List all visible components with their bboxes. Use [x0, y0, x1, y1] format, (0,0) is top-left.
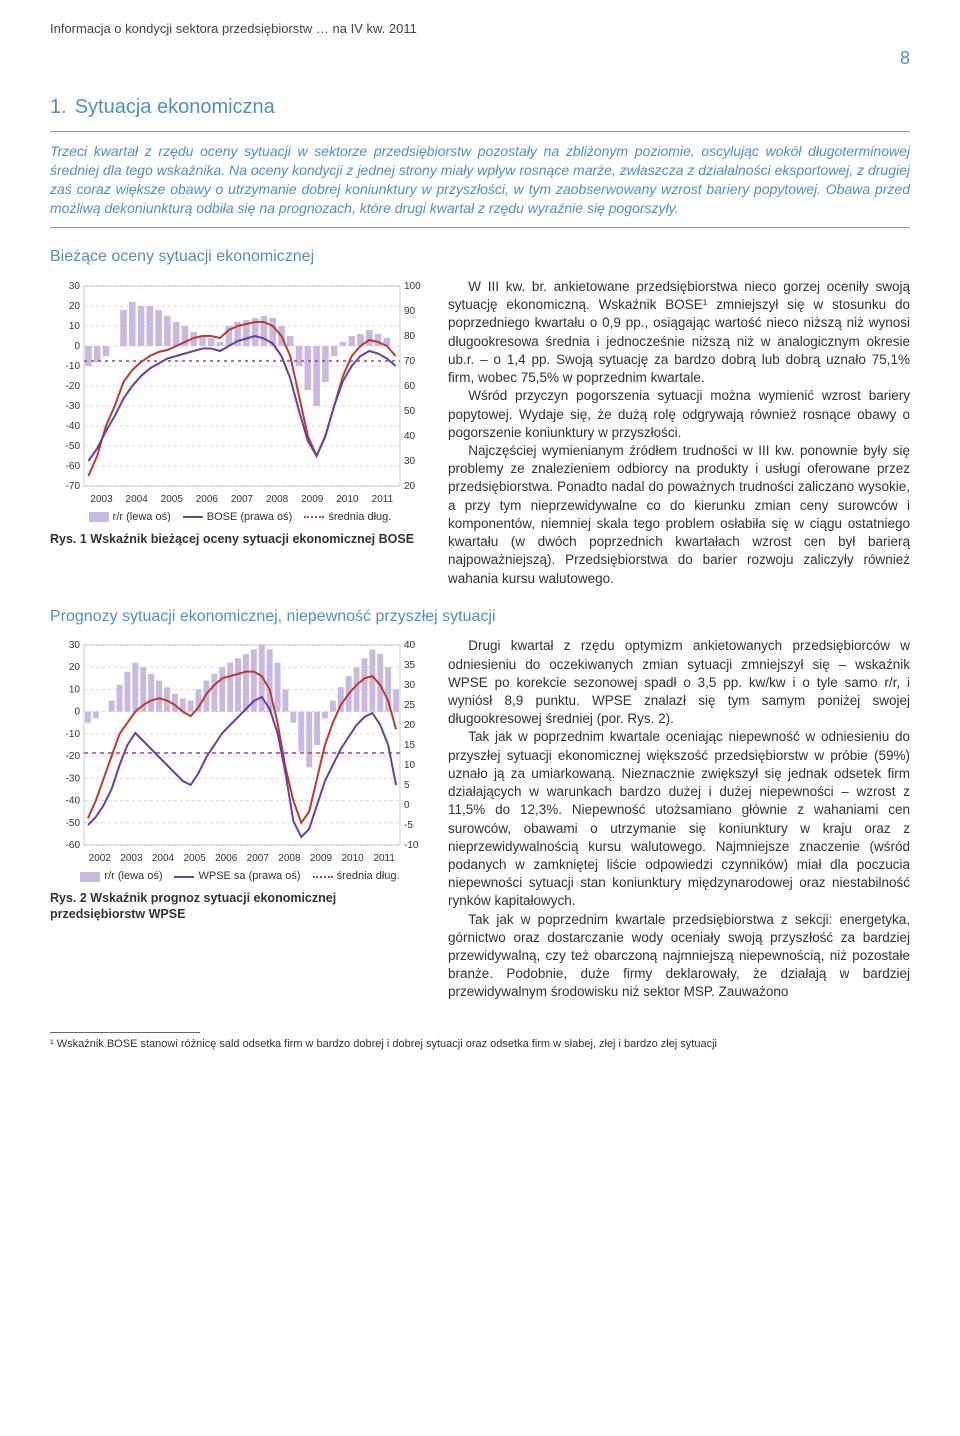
svg-text:2004: 2004	[126, 494, 149, 505]
svg-text:30: 30	[69, 281, 81, 292]
chart2-box: -60-50-40-30-20-100102030-10-50510152025…	[50, 637, 430, 922]
page-number: 8	[50, 46, 910, 70]
svg-text:2006: 2006	[215, 853, 238, 864]
svg-text:0: 0	[74, 341, 80, 352]
block2-row: -60-50-40-30-20-100102030-10-50510152025…	[50, 637, 910, 1001]
footnote-rule	[50, 1032, 200, 1033]
svg-text:2007: 2007	[231, 494, 254, 505]
section-name: Sytuacja ekonomiczna	[75, 96, 275, 118]
svg-text:-60: -60	[66, 840, 81, 851]
svg-text:-5: -5	[404, 820, 413, 831]
svg-text:30: 30	[404, 680, 416, 691]
svg-text:60: 60	[404, 381, 416, 392]
svg-text:20: 20	[69, 301, 81, 312]
svg-text:2010: 2010	[341, 853, 364, 864]
svg-text:10: 10	[69, 685, 81, 696]
block1-title: Bieżące oceny sytuacji ekonomicznej	[50, 246, 910, 268]
legend-item: r/r (lewa oś)	[80, 869, 162, 884]
svg-text:2009: 2009	[301, 494, 324, 505]
svg-text:-10: -10	[404, 840, 419, 851]
svg-text:2011: 2011	[372, 494, 394, 505]
svg-text:2008: 2008	[266, 494, 289, 505]
svg-text:-20: -20	[66, 381, 81, 392]
svg-text:2008: 2008	[278, 853, 301, 864]
legend-item: BOSE (prawa oś)	[183, 510, 293, 525]
chart1-box: -70 -60 -50 -40 -30 -20 -10 0 10 20 30 20 30 40 50 60 70…	[50, 278, 430, 547]
svg-text:-70: -70	[66, 481, 81, 492]
block1-chart-col: -70 -60 -50 -40 -30 -20 -10 0 10 20 30 20 30 40 50 60 70…	[50, 278, 430, 547]
svg-text:70: 70	[404, 356, 416, 367]
svg-text:2009: 2009	[310, 853, 333, 864]
chart1-legend: r/r (lewa oś) BOSE (prawa oś) średnia dług…	[50, 510, 430, 525]
chart2-legend: r/r (lewa oś) WPSE sa (prawa oś) średnia d…	[50, 869, 430, 884]
chart2-caption: Rys. 2 Wskaźnik prognoz sytuacji ekonomi…	[50, 890, 430, 923]
svg-text:30: 30	[404, 456, 416, 467]
paragraph: Tak jak w poprzednim kwartale przedsiębi…	[448, 911, 910, 1002]
svg-text:40: 40	[404, 640, 416, 651]
section-title: 1. Sytuacja ekonomiczna	[50, 94, 910, 121]
svg-text:2003: 2003	[90, 494, 113, 505]
footnote: ¹ Wskaźnik BOSE stanowi różnicę sald ods…	[50, 1037, 910, 1052]
svg-text:-10: -10	[66, 729, 81, 740]
svg-text:-40: -40	[66, 421, 81, 432]
chart1-caption: Rys. 1 Wskaźnik bieżącej oceny sytuacji …	[50, 531, 430, 547]
svg-text:-50: -50	[66, 441, 81, 452]
svg-text:10: 10	[404, 760, 416, 771]
svg-text:2004: 2004	[152, 853, 175, 864]
paragraph: W III kw. br. ankietowane przedsiębiorst…	[448, 278, 910, 387]
svg-text:80: 80	[404, 331, 416, 342]
svg-text:100: 100	[404, 281, 421, 292]
svg-text:30: 30	[69, 640, 81, 651]
svg-text:2006: 2006	[196, 494, 219, 505]
block1-row: -70 -60 -50 -40 -30 -20 -10 0 10 20 30 20 30 40 50 60 70…	[50, 278, 910, 588]
svg-text:10: 10	[69, 321, 81, 332]
paragraph: Drugi kwartał z rzędu optymizm ankietowa…	[448, 637, 910, 728]
svg-text:2005: 2005	[183, 853, 206, 864]
section-number: 1.	[50, 94, 67, 121]
svg-text:-60: -60	[66, 461, 81, 472]
block2-text: Drugi kwartał z rzędu optymizm ankietowa…	[448, 637, 910, 1001]
block2-title: Prognozy sytuacji ekonomicznej, niepewno…	[50, 606, 910, 628]
svg-text:-20: -20	[66, 751, 81, 762]
svg-text:5: 5	[404, 780, 410, 791]
svg-text:40: 40	[404, 431, 416, 442]
legend-item: średnia dług.	[313, 869, 400, 884]
legend-item: średnia dług.	[304, 510, 391, 525]
svg-text:-40: -40	[66, 796, 81, 807]
paragraph: Wśród przyczyn pogorszenia sytuacji możn…	[448, 387, 910, 442]
svg-text:-10: -10	[66, 361, 81, 372]
svg-text:2011: 2011	[373, 853, 395, 864]
block2-chart-col: -60-50-40-30-20-100102030-10-50510152025…	[50, 637, 430, 922]
rule-bottom	[50, 227, 910, 228]
svg-text:15: 15	[404, 740, 416, 751]
chart1: -70 -60 -50 -40 -30 -20 -10 0 10 20 30 20 30 40 50 60 70…	[50, 278, 430, 508]
svg-text:0: 0	[404, 800, 410, 811]
svg-text:90: 90	[404, 306, 416, 317]
svg-text:20: 20	[404, 720, 416, 731]
paragraph: Tak jak w poprzednim kwartale oceniając …	[448, 728, 910, 910]
svg-text:0: 0	[74, 707, 80, 718]
paragraph: Najczęściej wymienianym źródłem trudnośc…	[448, 442, 910, 588]
svg-text:-50: -50	[66, 818, 81, 829]
svg-text:-30: -30	[66, 401, 81, 412]
svg-text:-30: -30	[66, 774, 81, 785]
svg-text:20: 20	[404, 481, 416, 492]
lead-paragraph: Trzeci kwartał z rzędu oceny sytuacji w …	[50, 136, 910, 224]
legend-item: r/r (lewa oś)	[89, 510, 171, 525]
svg-text:2010: 2010	[336, 494, 359, 505]
svg-text:2003: 2003	[120, 853, 143, 864]
rule-top	[50, 131, 910, 132]
block1-text: W III kw. br. ankietowane przedsiębiorst…	[448, 278, 910, 588]
legend-item: WPSE sa (prawa oś)	[174, 869, 300, 884]
svg-text:2005: 2005	[161, 494, 184, 505]
svg-text:2007: 2007	[247, 853, 270, 864]
svg-text:50: 50	[404, 406, 416, 417]
page-header: Informacja o kondycji sektora przedsiębi…	[50, 20, 910, 38]
svg-text:2002: 2002	[89, 853, 112, 864]
svg-text:25: 25	[404, 700, 416, 711]
svg-text:20: 20	[69, 663, 81, 674]
chart2: -60-50-40-30-20-100102030-10-50510152025…	[50, 637, 430, 867]
svg-text:35: 35	[404, 660, 416, 671]
